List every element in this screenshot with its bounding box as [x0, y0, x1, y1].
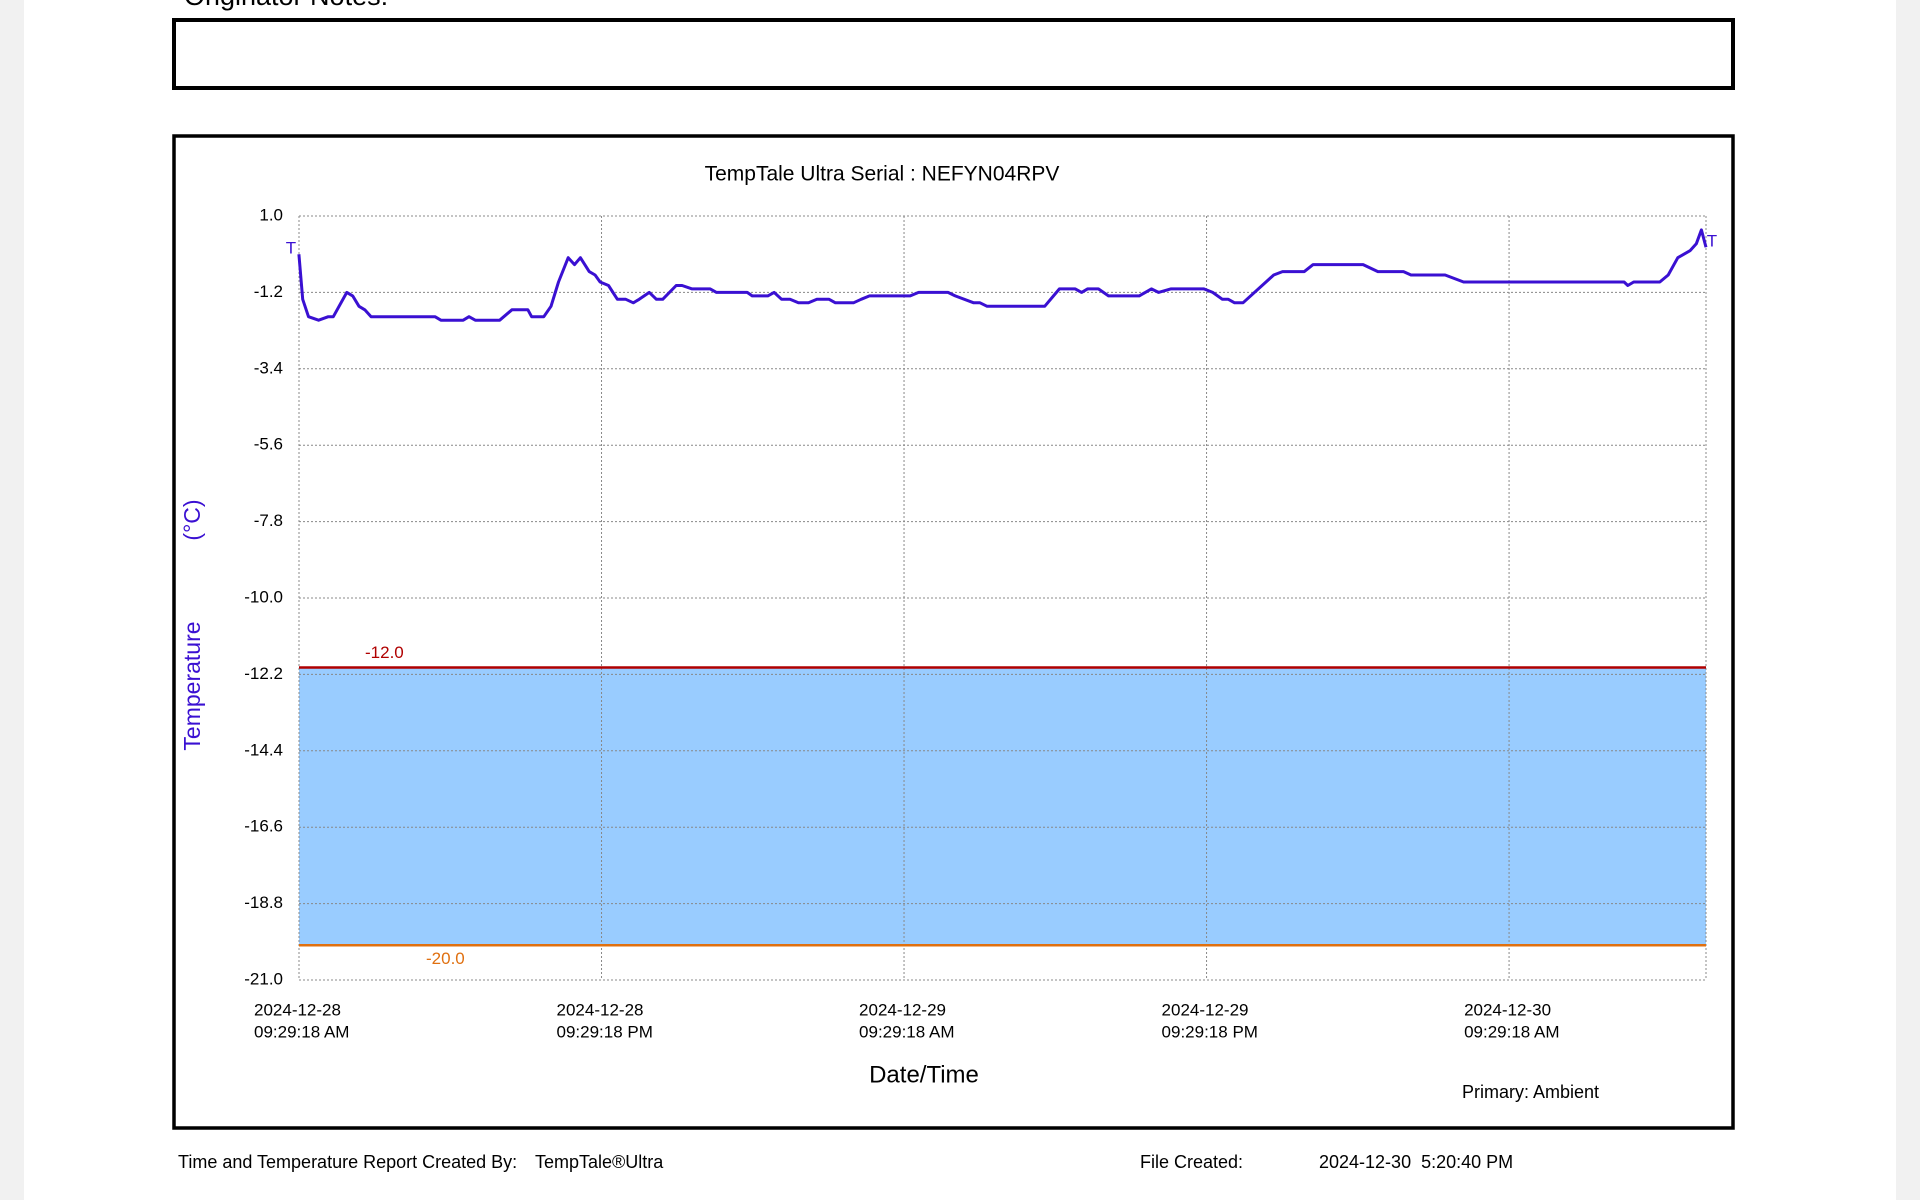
y-tick-label: -21.0	[244, 969, 283, 988]
x-tick-label: 09:29:18 PM	[1162, 1022, 1258, 1041]
y-tick-label: -18.8	[244, 893, 283, 912]
y-tick-label: -3.4	[254, 358, 283, 377]
threshold-label: -20.0	[426, 949, 465, 968]
y-axis-unit: (°C)	[179, 499, 205, 540]
y-axis-label: Temperature	[179, 621, 205, 750]
threshold-band	[299, 667, 1706, 946]
y-tick-label: -12.2	[244, 664, 283, 683]
chart-title: TempTale Ultra Serial : NEFYN04RPV	[705, 163, 1060, 186]
y-tick-label: -10.0	[244, 587, 283, 606]
x-axis-label: Date/Time	[869, 1061, 979, 1088]
y-tick-label: -16.6	[244, 817, 283, 836]
x-tick-label: 09:29:18 AM	[1464, 1022, 1559, 1041]
notes-label: Originator Notes:	[184, 0, 388, 11]
threshold-label: -12.0	[365, 643, 404, 662]
x-tick-label: 2024-12-29	[859, 1000, 946, 1019]
file-created: 2024-12-30 5:20:40 PM	[1319, 1152, 1513, 1172]
x-tick-label: 09:29:18 AM	[254, 1022, 349, 1041]
y-tick-label: -7.8	[254, 511, 283, 530]
created-by: TempTale®Ultra	[535, 1152, 664, 1172]
created-by-label: Time and Temperature Report Created By:	[178, 1152, 517, 1172]
x-tick-label: 09:29:18 AM	[859, 1022, 954, 1041]
x-tick-label: 2024-12-30	[1464, 1000, 1551, 1019]
y-tick-label: 1.0	[259, 205, 283, 224]
y-tick-label: -14.4	[244, 740, 283, 759]
file-created-label: File Created:	[1140, 1152, 1243, 1172]
x-tick-label: 2024-12-28	[557, 1000, 644, 1019]
y-tick-label: -5.6	[254, 435, 283, 454]
x-tick-label: 2024-12-29	[1162, 1000, 1249, 1019]
chart-box	[172, 134, 1735, 1130]
notes-box	[172, 18, 1735, 90]
x-tick-label: 09:29:18 PM	[557, 1022, 653, 1041]
temperature-line	[297, 228, 1708, 322]
y-tick-label: -1.2	[254, 282, 283, 301]
trip-marker: T	[286, 238, 296, 257]
primary-note: Primary: Ambient	[1462, 1082, 1599, 1102]
x-tick-label: 2024-12-28	[254, 1000, 341, 1019]
trip-marker: T	[1707, 231, 1717, 250]
page-sheet	[24, 0, 1896, 1200]
